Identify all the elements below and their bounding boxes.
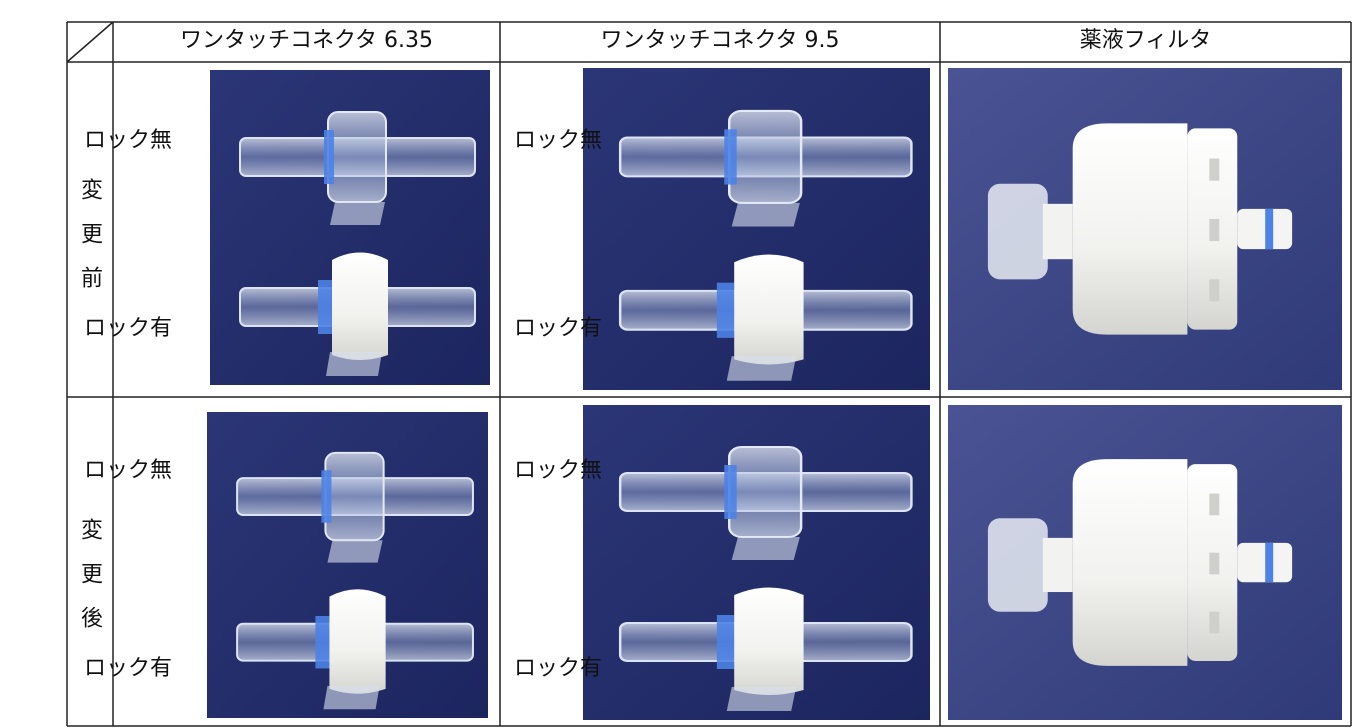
lock-label: ロック有: [514, 316, 603, 341]
lock-label: ロック無: [514, 458, 603, 483]
lock-label: ロック無: [514, 128, 603, 153]
lock-label: ロック有: [84, 316, 173, 341]
lock-label: ロック有: [84, 656, 173, 681]
lock-label: ロック有: [514, 656, 603, 681]
column-header: ワンタッチコネクタ 6.35: [179, 28, 434, 53]
photo-connector-635-before: [210, 70, 490, 385]
row-header: 変更前: [77, 178, 102, 310]
photo-filter-before: [948, 68, 1342, 390]
photo-connector-95-before: [583, 68, 930, 390]
photo-connector-635-after: [207, 412, 488, 718]
lock-label: ロック無: [84, 128, 173, 153]
column-header: 薬液フィルタ: [1079, 28, 1212, 53]
photo-connector-95-after: [583, 405, 930, 720]
lock-label: ロック無: [84, 458, 173, 483]
row-header: 変更後: [77, 518, 102, 650]
column-header: ワンタッチコネクタ 9.5: [600, 28, 840, 53]
photo-filter-after: [948, 405, 1342, 720]
